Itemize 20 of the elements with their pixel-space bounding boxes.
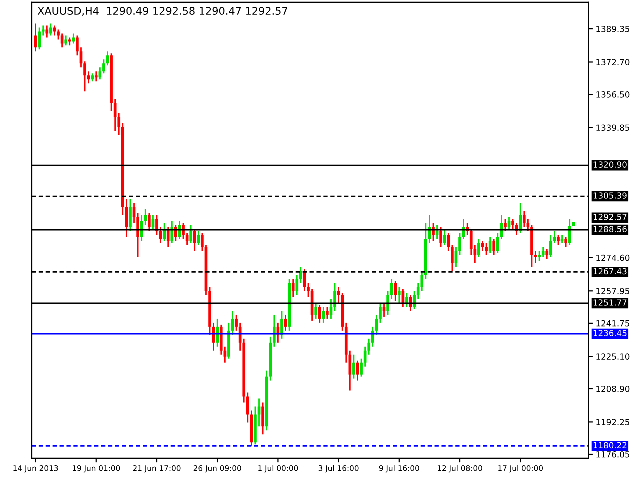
y-tick-label: 1241.75: [596, 320, 630, 327]
ref-line-label: 1305.39: [594, 192, 627, 199]
y-tick-label: 1176.05: [596, 451, 630, 458]
ref-line-label: 1267.43: [594, 268, 627, 275]
y-tick-label: 1208.90: [596, 386, 630, 392]
y-tick-label: 1274.60: [596, 254, 630, 262]
y-tick-label: 1356.50: [596, 92, 630, 98]
chart-title: XAUUSD,H4 1290.49 1292.58 1290.47 1292.57: [38, 7, 288, 16]
y-tick-label: 1225.10: [596, 354, 630, 360]
y-tick-label: 1192.25: [596, 419, 630, 426]
y-tick-label: 1339.85: [596, 124, 630, 132]
ref-line-label: 1251.77: [594, 300, 627, 306]
y-tick-label: 1372.70: [596, 59, 630, 66]
ref-line-label: 1320.90: [594, 162, 627, 168]
ref-line-label: 1236.45: [594, 330, 627, 336]
text: 1292.57: [594, 214, 627, 220]
ref-line-label: 1288.56: [594, 226, 627, 232]
ref-line-label: 1180.22: [594, 442, 627, 449]
y-tick-label: 1389.35: [596, 26, 630, 32]
y-tick-label: 1257.95: [596, 288, 630, 294]
